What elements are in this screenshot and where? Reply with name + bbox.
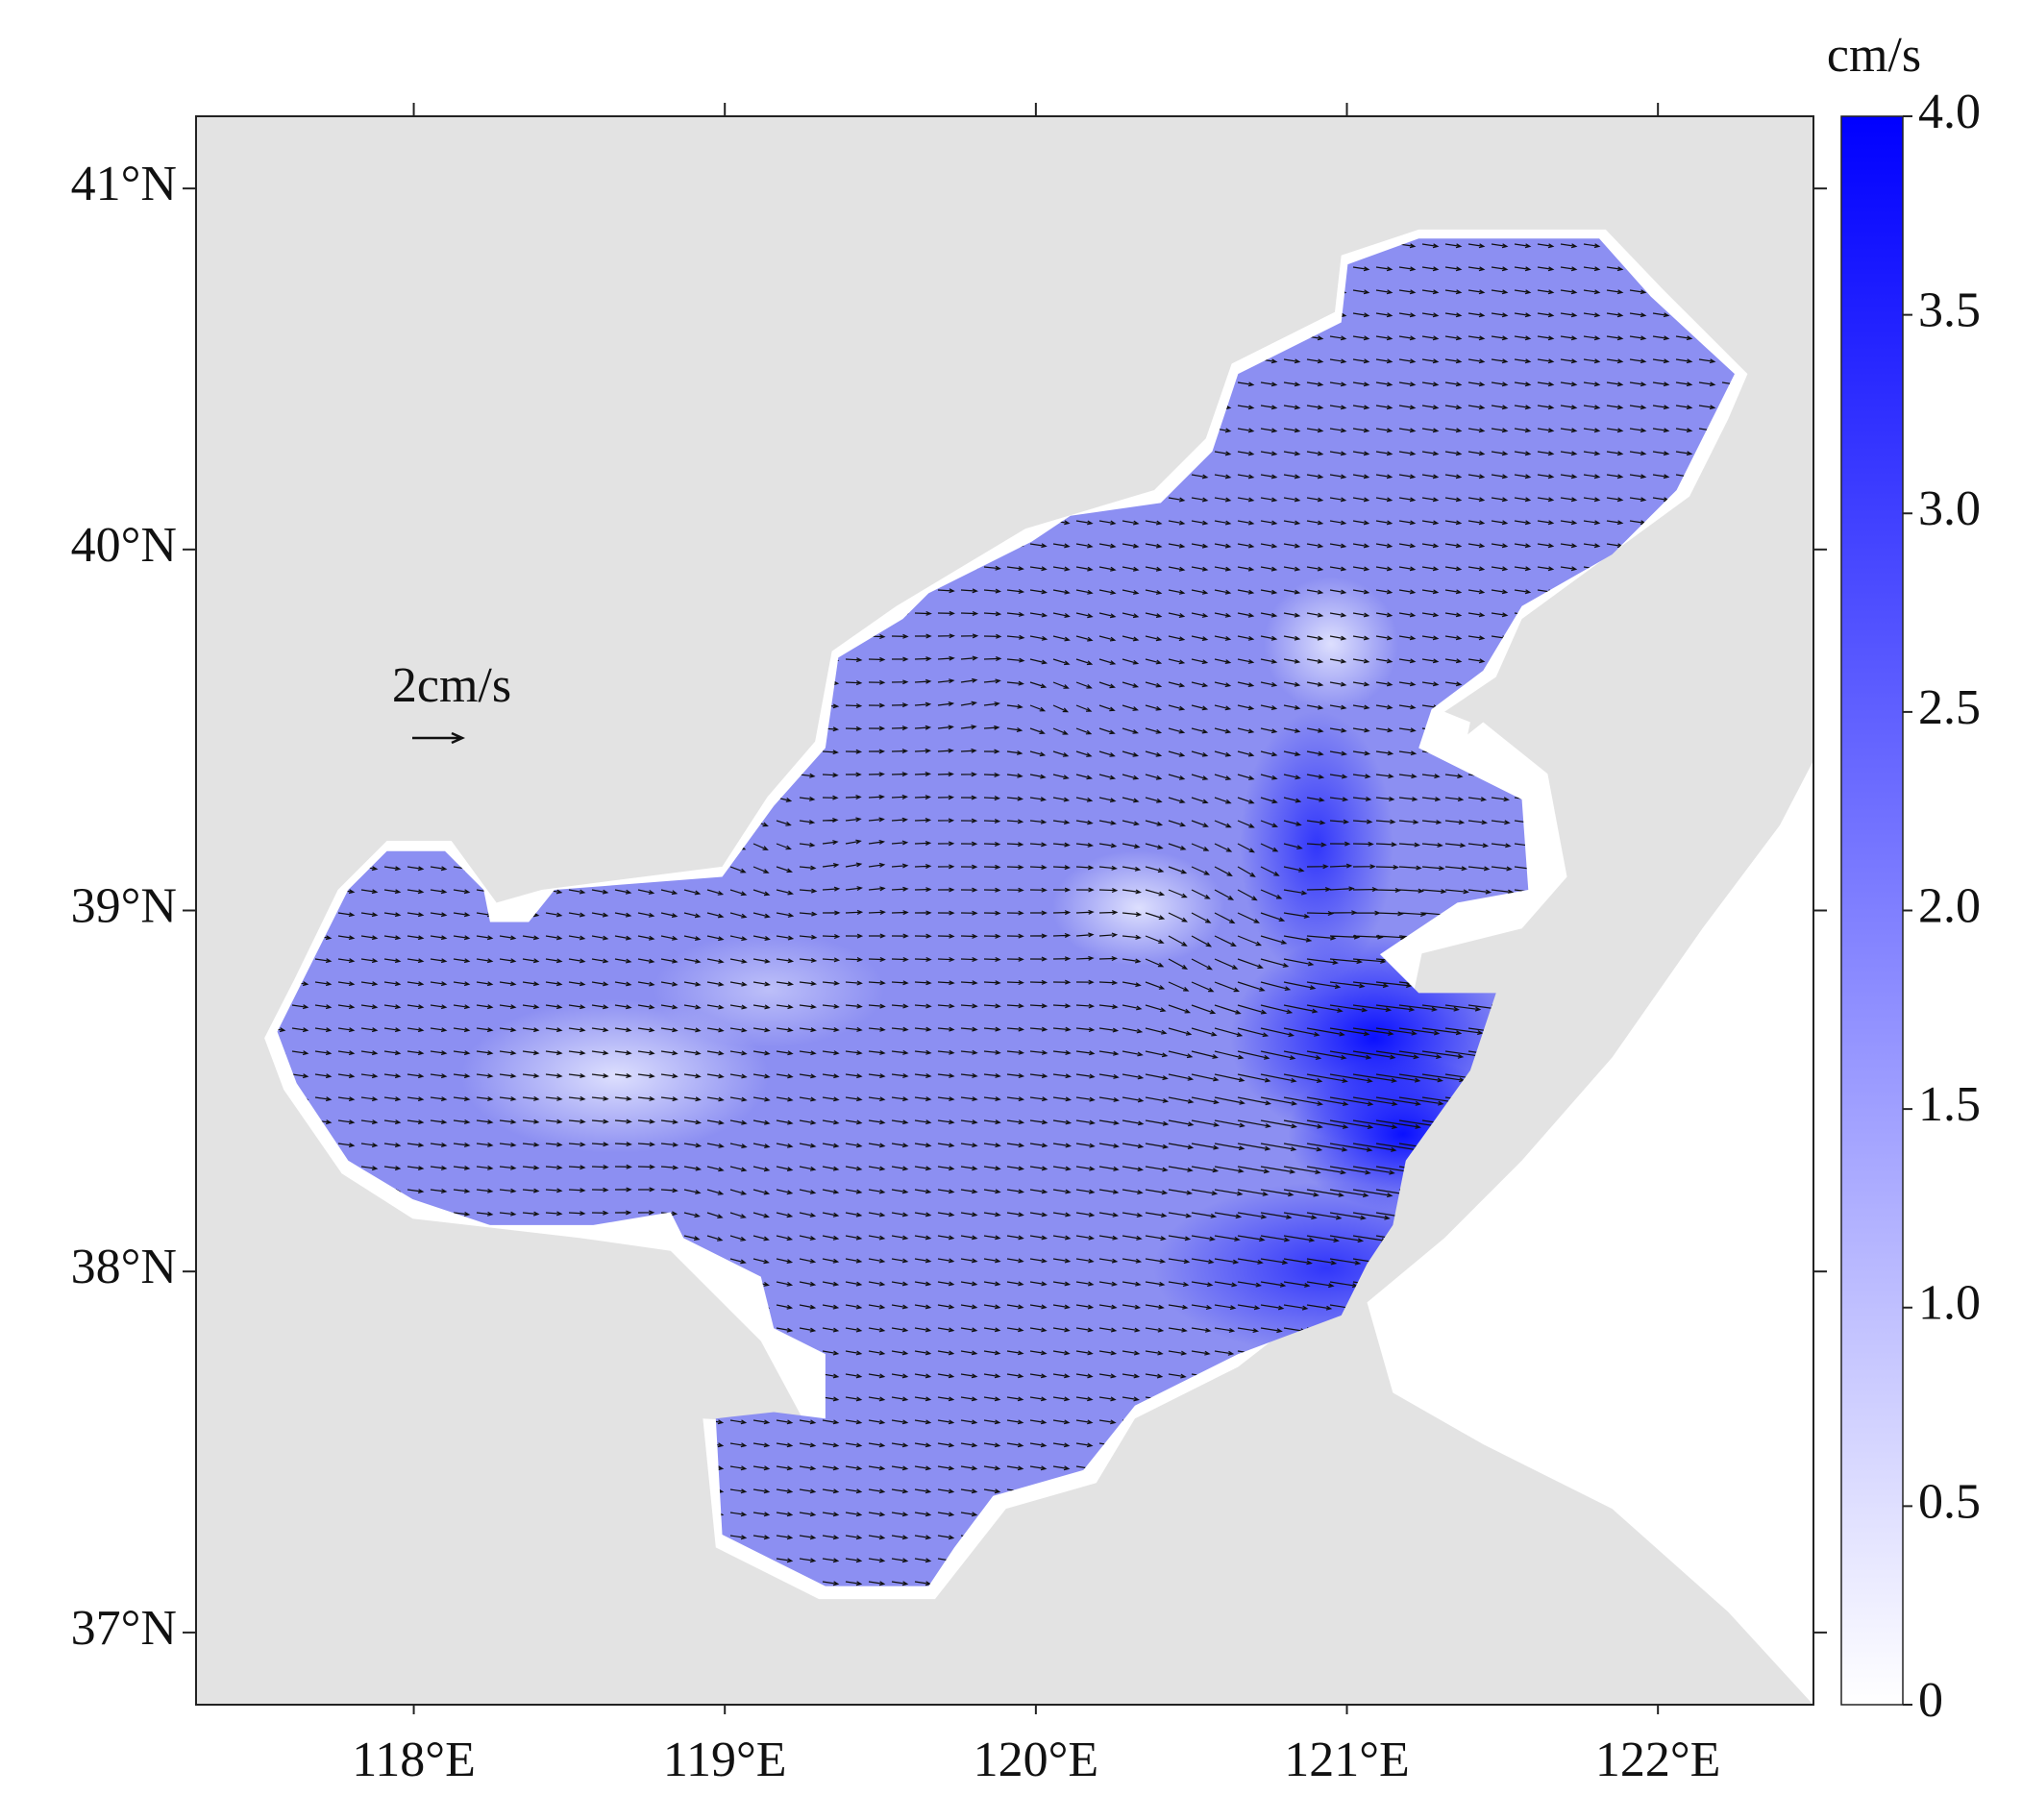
x-tick-label: 119°E (663, 1733, 787, 1787)
colorbar-tick-label: 3.5 (1918, 283, 1981, 338)
y-tick-label: 40°N (71, 518, 177, 573)
y-tick-label: 38°N (71, 1240, 177, 1294)
colorbar-tick-label: 2.5 (1918, 680, 1981, 735)
colorbar-tick-label: 3.0 (1918, 481, 1981, 536)
colorbar-tick-label: 4.0 (1918, 85, 1981, 139)
x-tick-label: 118°E (352, 1733, 476, 1787)
colorbar-tick-label: 0.5 (1918, 1474, 1981, 1529)
slow-current (1264, 577, 1398, 711)
slow-current (653, 932, 884, 1047)
y-tick-label: 41°N (71, 157, 177, 211)
y-tick-label: 39°N (71, 878, 177, 933)
scale-label: 2cm/s (392, 658, 511, 713)
scale-arrow (412, 731, 466, 745)
slow-current (461, 999, 769, 1153)
x-tick-label: 120°E (974, 1733, 1099, 1787)
slow-current (1052, 850, 1225, 966)
y-tick-label: 37°N (71, 1601, 177, 1656)
colorbar-tick-label: 0 (1918, 1673, 1943, 1728)
colorbar-unit: cm/s (1827, 28, 1921, 83)
x-tick-label: 122°E (1595, 1733, 1721, 1787)
peninsula (1367, 760, 1813, 1705)
x-tick-label: 121°E (1284, 1733, 1410, 1787)
axes: 118°E 119°E 120°E 121°E 122°E 37°N 38°N 39°N 40°… (71, 85, 1981, 1787)
map-area (196, 116, 1813, 1705)
colorbar-tick-label: 1.5 (1918, 1077, 1981, 1132)
colorbar-tick-label: 1.0 (1918, 1276, 1981, 1331)
colorbar (1840, 115, 1904, 1706)
colorbar-tick-label: 2.0 (1918, 878, 1981, 933)
